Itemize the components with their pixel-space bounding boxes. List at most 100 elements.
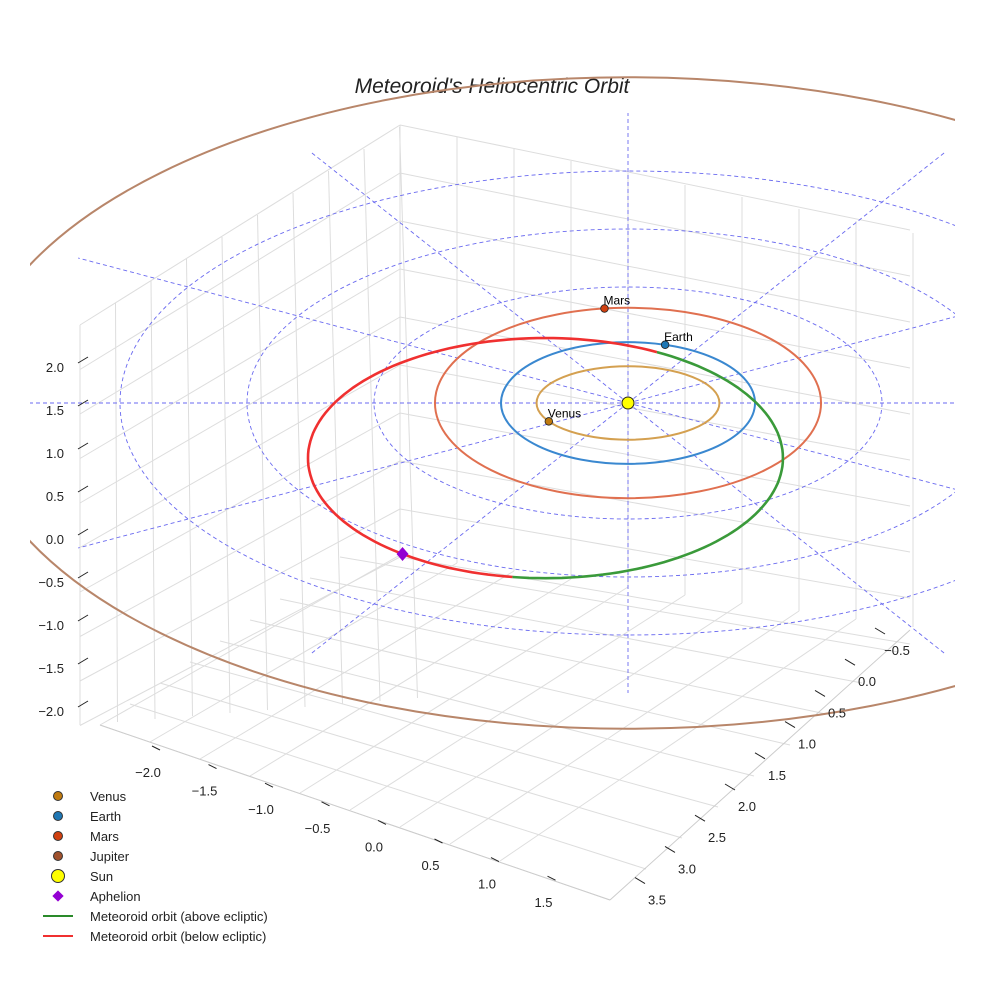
y-tick-label: 2.5 (708, 830, 726, 845)
reference-ring (246, 228, 955, 578)
x-tick-label: 0.5 (421, 858, 439, 873)
legend-item: Meteoroid orbit (below ecliptic) (38, 926, 268, 946)
floor-gridline (189, 661, 719, 808)
z-tick-mark (77, 399, 89, 407)
y-tick-label: 3.0 (678, 861, 696, 876)
aphelion-marker (396, 546, 409, 561)
pane-gridline (79, 268, 401, 459)
pane-gridline (79, 508, 401, 682)
z-tick-mark (77, 614, 89, 622)
x-tick-label: −0.5 (305, 821, 331, 836)
legend-label: Mars (90, 828, 119, 844)
x-tick-label: −2.0 (135, 765, 161, 780)
earth-label: Earth (664, 330, 693, 344)
z-tick-mark (77, 657, 89, 665)
meteoroid-orbit-above (512, 350, 785, 580)
mars-orbit (433, 306, 823, 500)
z-tick-label: 2.0 (46, 360, 64, 375)
z-tick-label: 0.5 (46, 489, 64, 504)
y-tick-label: −0.5 (884, 643, 910, 658)
floor-gridline (199, 570, 515, 760)
z-tick-mark (77, 700, 89, 708)
floor-gridline (249, 578, 572, 777)
legend-label: Meteoroid orbit (above ecliptic) (90, 908, 268, 924)
floor-gridline (339, 556, 899, 653)
z-tick-label: 1.0 (46, 446, 64, 461)
legend-item: Venus (38, 786, 268, 806)
mars-marker (600, 304, 609, 313)
y-tick-label: 2.0 (738, 799, 756, 814)
floor-gridline (129, 703, 647, 870)
sun-marker (621, 396, 635, 410)
floor-gridline (99, 554, 401, 726)
pane-gridline (399, 460, 911, 553)
floor-gridline (219, 640, 755, 777)
chart-title: Meteoroid's Heliocentric Orbit (354, 75, 630, 98)
reference-spoke (627, 402, 955, 490)
y-tick-label: 3.5 (648, 893, 666, 908)
x-tick-label: −1.0 (248, 802, 274, 817)
y-tick-mark (754, 752, 766, 760)
x-tick-label: 1.5 (534, 895, 552, 910)
legend-item: Meteoroid orbit (above ecliptic) (38, 906, 268, 926)
x-axis-line (99, 724, 611, 901)
y-tick-mark (664, 845, 676, 853)
y-tick-label: 1.0 (798, 737, 816, 752)
circle-icon (38, 851, 78, 861)
x-tick-label: −1.5 (192, 784, 218, 799)
pane-gridline (399, 220, 911, 323)
pane-gridline (79, 220, 401, 415)
legend-label: Jupiter (90, 848, 130, 864)
y-tick-mark (724, 783, 736, 791)
legend-label: Venus (90, 788, 127, 804)
legend-item: Sun (38, 866, 268, 886)
legend-label: Sun (90, 868, 114, 884)
legend-item: Mars (38, 826, 268, 846)
ecliptic-reference-grid (30, 113, 955, 693)
axis-panes (79, 124, 914, 901)
y-tick-mark (844, 658, 856, 666)
z-tick-label: −1.0 (38, 618, 64, 633)
circle-icon (38, 831, 78, 841)
y-tick-label: 0.5 (828, 705, 846, 720)
pane-gridline (79, 172, 401, 370)
pane-gridline (79, 460, 401, 637)
y-tick-mark (874, 627, 886, 635)
floor-gridline (449, 610, 800, 845)
y-axis-line (609, 629, 911, 901)
pane-gridline (186, 258, 193, 717)
legend: Venus Earth Mars Jupiter Sun Aphelion Meteoroi… (38, 786, 268, 946)
meteoroid-orbit-below (306, 336, 658, 579)
circle-icon (38, 869, 78, 883)
reference-spoke (627, 402, 946, 655)
axis-ticks: 2.0 1.5 1.0 0.5 0.0 −0.5 −1.0 −1.5 −2.0 −2.0 −1.5 −… (38, 356, 910, 910)
legend-label: Aphelion (90, 888, 141, 904)
earth-marker (660, 340, 670, 349)
mars-label: Mars (603, 293, 630, 307)
pane-gridline (399, 556, 911, 645)
floor-gridline (399, 602, 743, 828)
pane-gridline (399, 412, 911, 507)
pane-gridline (399, 126, 418, 699)
pane-gridline (115, 302, 118, 723)
reference-spoke (77, 257, 629, 404)
y-tick-mark (814, 689, 826, 697)
pane-gridline (292, 192, 306, 708)
reference-spoke (627, 151, 946, 404)
pane-gridline (399, 268, 911, 369)
pane-gridline (79, 364, 401, 548)
pane-gridline (221, 236, 231, 714)
x-tick-label: 1.0 (478, 877, 496, 892)
circle-icon (38, 811, 78, 821)
z-tick-label: 0.0 (46, 532, 64, 547)
pane-gridline (79, 412, 401, 593)
reference-spoke (310, 151, 629, 404)
pane-gridline (257, 214, 268, 711)
x-tick-mark (434, 838, 443, 844)
venus-marker (544, 417, 554, 426)
circle-icon (38, 791, 78, 801)
y-tick-mark (694, 814, 706, 822)
x-tick-mark (490, 857, 500, 863)
legend-line-icon (38, 935, 78, 937)
z-tick-label: −2.0 (38, 704, 64, 719)
